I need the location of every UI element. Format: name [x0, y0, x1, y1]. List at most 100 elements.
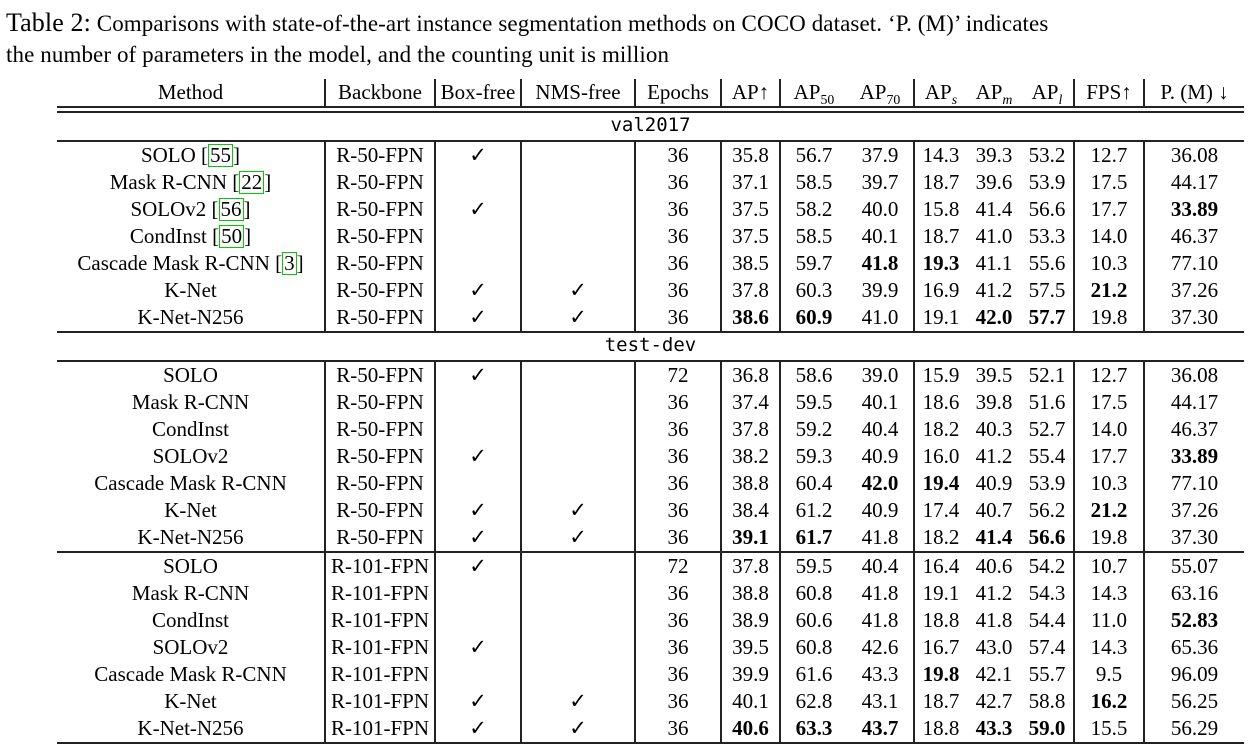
ap50-cell: 58.5 — [795, 224, 833, 249]
fps-cell: 21.2 — [1074, 276, 1145, 304]
table-row: SOLO R-101-FPN ✓ 72 37.8 59.5 40.4 16.4 40.6 54.2… — [57, 552, 1244, 580]
aps-cell: 18.7 — [922, 224, 960, 249]
table-row: SOLOv2 R-50-FPN ✓ 36 38.2 59.3 40.9 16.0 41.2 55.… — [57, 442, 1244, 470]
aps-cell: 17.4 — [922, 498, 960, 523]
nms-cell: ✓ — [521, 303, 636, 332]
box-cell: ✓ — [435, 496, 522, 524]
box-cell: ✓ — [435, 633, 522, 661]
ap-cell: 39.9 — [721, 660, 781, 688]
fps-cell: 11.0 — [1074, 606, 1145, 634]
ap-cell: 38.6 — [721, 303, 781, 332]
apl-cell: 56.6 — [1021, 523, 1075, 552]
apl-cell: 57.4 — [1021, 633, 1075, 661]
citation-link[interactable]: 55 — [208, 142, 234, 167]
ap70-cell: 40.1 — [847, 222, 915, 250]
box-cell: ✓ — [435, 361, 522, 389]
fps-cell: 14.0 — [1074, 222, 1145, 250]
citation-link[interactable]: 22 — [239, 169, 265, 194]
nms-cell — [521, 222, 636, 250]
epochs-cell: 36 — [635, 415, 722, 443]
apm-cell: 42.0 — [975, 305, 1013, 330]
apl-cell: 57.5 — [1021, 276, 1075, 304]
fps-cell: 17.5 — [1074, 388, 1145, 416]
checkmark-icon: ✓ — [469, 363, 487, 388]
aps-cell: 18.8 — [922, 716, 960, 741]
table-row: Cascade Mask R-CNN R-101-FPN 36 39.9 61.6 43.… — [57, 660, 1244, 688]
aps-cell: 19.1 — [922, 305, 960, 330]
citation-link[interactable]: 50 — [219, 223, 245, 248]
ap50-cell: 61.7 — [795, 525, 833, 550]
apl-cell: 59.0 — [1021, 714, 1075, 743]
column-header-box: Box-free — [435, 78, 522, 107]
epochs-cell: 72 — [635, 361, 722, 389]
method-cell: SOLOv2 — [57, 442, 326, 470]
citation-link[interactable]: 3 — [282, 250, 297, 275]
apl-cell: 56.2 — [1021, 496, 1075, 524]
apm-cell: 40.9 — [975, 471, 1013, 496]
epochs-cell: 36 — [635, 276, 722, 304]
aps-cell: 18.7 — [922, 170, 960, 195]
checkmark-icon: ✓ — [569, 689, 587, 714]
backbone-cell: R-50-FPN — [325, 141, 436, 169]
fps-cell: 12.7 — [1074, 361, 1145, 389]
fps-cell: 21.2 — [1074, 496, 1145, 524]
method-cell: Cascade Mask R-CNN — [57, 469, 326, 497]
table-row: SOLO [55] R-50-FPN ✓ 36 35.8 56.7 37.9 14.3 39.3… — [57, 141, 1244, 169]
pm-cell: 33.89 — [1170, 444, 1219, 469]
apl-cell: 53.3 — [1021, 222, 1075, 250]
pm-cell: 46.37 — [1170, 417, 1219, 442]
box-cell: ✓ — [435, 303, 522, 332]
ap70-cell: 40.9 — [847, 496, 915, 524]
pm-cell: 77.10 — [1170, 471, 1219, 496]
ap50-cell: 60.8 — [795, 581, 833, 606]
ap50-cell: 63.3 — [795, 716, 833, 741]
apl-cell: 56.6 — [1021, 195, 1075, 223]
box-cell: ✓ — [435, 276, 522, 304]
epochs-cell: 72 — [635, 552, 722, 580]
backbone-cell: R-50-FPN — [325, 496, 436, 524]
citation-link[interactable]: 56 — [218, 196, 244, 221]
epochs-cell: 36 — [635, 303, 722, 332]
ap70-cell: 41.8 — [847, 579, 915, 607]
ap-cell: 38.8 — [721, 469, 781, 497]
fps-cell: 10.7 — [1074, 552, 1145, 580]
column-header-backbone: Backbone — [325, 78, 436, 107]
checkmark-icon: ✓ — [469, 554, 487, 579]
ap70-cell: 40.1 — [847, 388, 915, 416]
apl-cell: 53.2 — [1021, 141, 1075, 169]
backbone-cell: R-50-FPN — [325, 361, 436, 389]
ap50-cell: 58.5 — [795, 170, 833, 195]
ap70-cell: 43.3 — [847, 660, 915, 688]
fps-cell: 15.5 — [1074, 714, 1145, 743]
apl-cell: 54.3 — [1021, 579, 1075, 607]
nms-cell — [521, 361, 636, 389]
apl-cell: 54.2 — [1021, 552, 1075, 580]
ap-cell: 39.1 — [721, 523, 781, 552]
checkmark-icon: ✓ — [469, 444, 487, 469]
method-cell: CondInst — [57, 415, 326, 443]
method-cell: SOLOv2 — [57, 633, 326, 661]
apm-cell: 40.7 — [975, 498, 1013, 523]
checkmark-icon: ✓ — [469, 716, 487, 741]
backbone-cell: R-50-FPN — [325, 168, 436, 196]
fps-cell: 17.7 — [1074, 195, 1145, 223]
checkmark-icon: ✓ — [469, 525, 487, 550]
caption-text-line2: the number of parameters in the model, a… — [6, 42, 670, 68]
column-header-ap70: AP70 — [847, 78, 915, 107]
ap50-cell: 61.6 — [795, 662, 833, 687]
ap70-cell: 43.7 — [847, 714, 915, 743]
nms-cell — [521, 249, 636, 277]
epochs-cell: 36 — [635, 195, 722, 223]
apl-cell: 53.9 — [1021, 168, 1075, 196]
method-cell: SOLO — [57, 361, 326, 389]
double-rule-line — [57, 105, 1244, 113]
pm-cell: 44.17 — [1170, 170, 1219, 195]
aps-cell: 19.4 — [922, 471, 960, 496]
ap-cell: 37.5 — [721, 195, 781, 223]
aps-cell: 14.3 — [922, 143, 960, 168]
pm-cell: 55.07 — [1170, 554, 1219, 579]
apm-cell: 41.2 — [975, 444, 1013, 469]
fps-cell: 10.3 — [1074, 469, 1145, 497]
ap70-cell: 39.9 — [847, 276, 915, 304]
results-table: Method Backbone Box-free NMS-free Epochs AP↑ A… — [57, 78, 1244, 745]
